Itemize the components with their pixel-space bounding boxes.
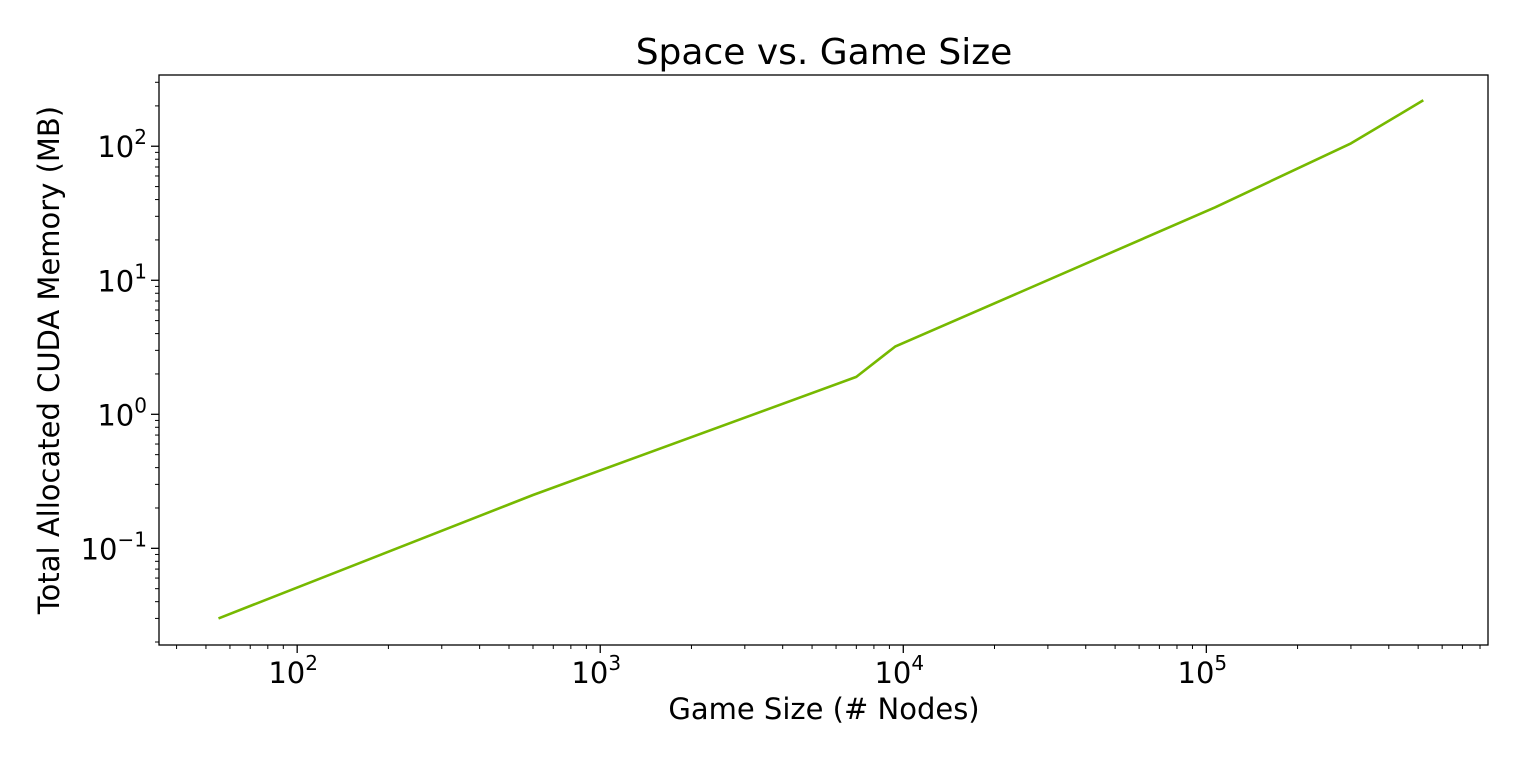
y-tick-label: 10−1 [81, 527, 147, 566]
x-tick-label: 103 [571, 651, 621, 690]
y-tick-label: 100 [97, 393, 147, 432]
x-axis-label: Game Size (# Nodes) [668, 692, 979, 726]
x-tick-label: 104 [874, 651, 924, 690]
x-axis: 102 103 104 105 [176, 645, 1481, 690]
x-tick-label: 102 [268, 651, 318, 690]
y-tick-label: 101 [97, 259, 147, 298]
y-tick-label: 102 [97, 125, 147, 164]
y-axis: 10−1 100 101 102 [81, 81, 159, 643]
x-tick-label: 105 [1178, 651, 1228, 690]
series-layer [218, 99, 1424, 620]
chart-title: Space vs. Game Size [636, 32, 1013, 73]
series-line [218, 99, 1424, 620]
axes-frame [158, 74, 1489, 646]
y-axis-label: Total Allocated CUDA Memory (MB) [32, 106, 66, 615]
